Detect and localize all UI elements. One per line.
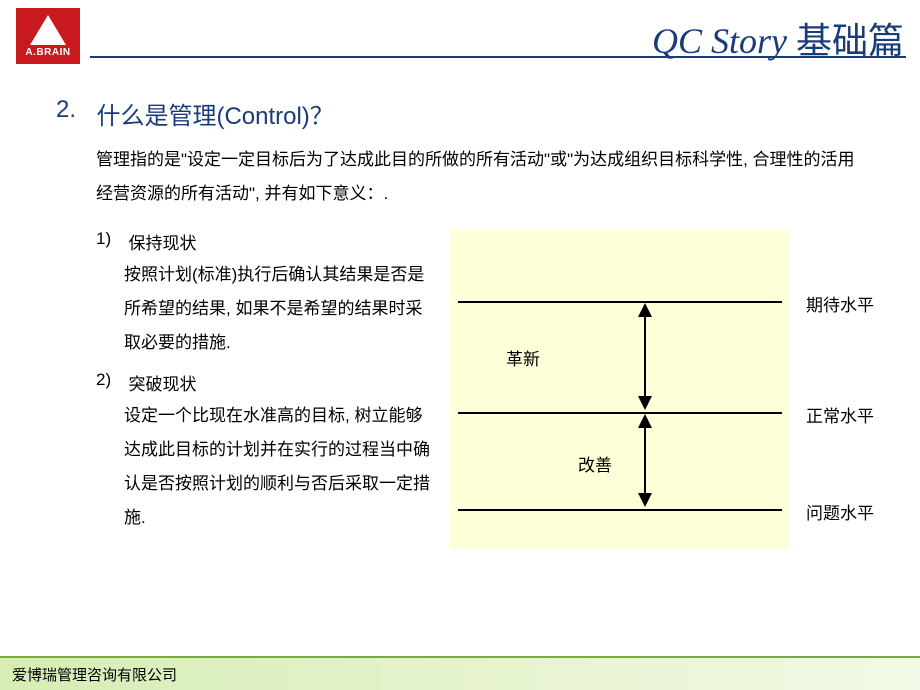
diagram-column: 期待水平 正常水平 问题水平 革新 改善 (450, 229, 910, 549)
arrow-shaft (644, 426, 646, 495)
arrow-down-icon (638, 396, 652, 410)
arrow-improvement (644, 412, 646, 509)
section-heading: 2. 什么是管理(Control)？ (56, 96, 864, 131)
section-intro: 管理指的是"设定一定目标后为了达成此目的所做的所有活动"或"为达成组织目标科学性… (96, 143, 864, 211)
text-column: 1) 保持现状 按照计划(标准)执行后确认其结果是否是所希望的结果, 如果不是希… (96, 229, 436, 549)
level-label-problem: 问题水平 (806, 499, 874, 524)
list-item-title: 突破现状 (128, 375, 196, 394)
level-line-problem (458, 509, 782, 511)
header: A.BRAIN QC Story 基础篇 (0, 0, 920, 64)
logo-triangle-icon (30, 15, 66, 45)
list-item-desc: 按照计划(标准)执行后确认其结果是否是所希望的结果, 如果不是希望的结果时采取必… (124, 258, 436, 360)
content-area: 2. 什么是管理(Control)？ 管理指的是"设定一定目标后为了达成此目的所… (0, 64, 920, 549)
arrow-label-innovation: 革新 (506, 345, 540, 370)
section-number: 2. (56, 96, 92, 124)
logo-text: A.BRAIN (25, 47, 70, 58)
section-title: 什么是管理(Control)？ (96, 96, 333, 131)
title-underline (90, 56, 906, 58)
level-line-expected (458, 301, 782, 303)
level-line-normal (458, 412, 782, 414)
arrow-down-icon (638, 493, 652, 507)
level-label-expected: 期待水平 (806, 291, 874, 316)
list-item-title: 保持现状 (128, 234, 196, 253)
list-item-desc: 设定一个比现在水准高的目标, 树立能够达成此目标的计划并在实行的过程当中确认是否… (124, 399, 436, 535)
list-item: 1) 保持现状 按照计划(标准)执行后确认其结果是否是所希望的结果, 如果不是希… (96, 229, 436, 360)
level-label-normal: 正常水平 (806, 402, 874, 427)
body-row: 1) 保持现状 按照计划(标准)执行后确认其结果是否是所希望的结果, 如果不是希… (96, 229, 864, 549)
arrow-label-improvement: 改善 (578, 451, 612, 476)
list-item: 2) 突破现状 设定一个比现在水准高的目标, 树立能够达成此目标的计划并在实行的… (96, 370, 436, 535)
footer: 爱博瑞管理咨询有限公司 (0, 656, 920, 690)
list-item-number: 1) (96, 229, 124, 249)
arrow-shaft (644, 315, 646, 398)
footer-text: 爱博瑞管理咨询有限公司 (12, 664, 177, 685)
title-english: QC Story (652, 21, 787, 61)
brand-logo: A.BRAIN (16, 8, 80, 64)
list-item-number: 2) (96, 370, 124, 390)
title-chinese: 基础篇 (787, 21, 904, 61)
diagram-background (450, 229, 790, 549)
arrow-innovation (644, 301, 646, 412)
level-diagram: 期待水平 正常水平 问题水平 革新 改善 (450, 229, 910, 549)
